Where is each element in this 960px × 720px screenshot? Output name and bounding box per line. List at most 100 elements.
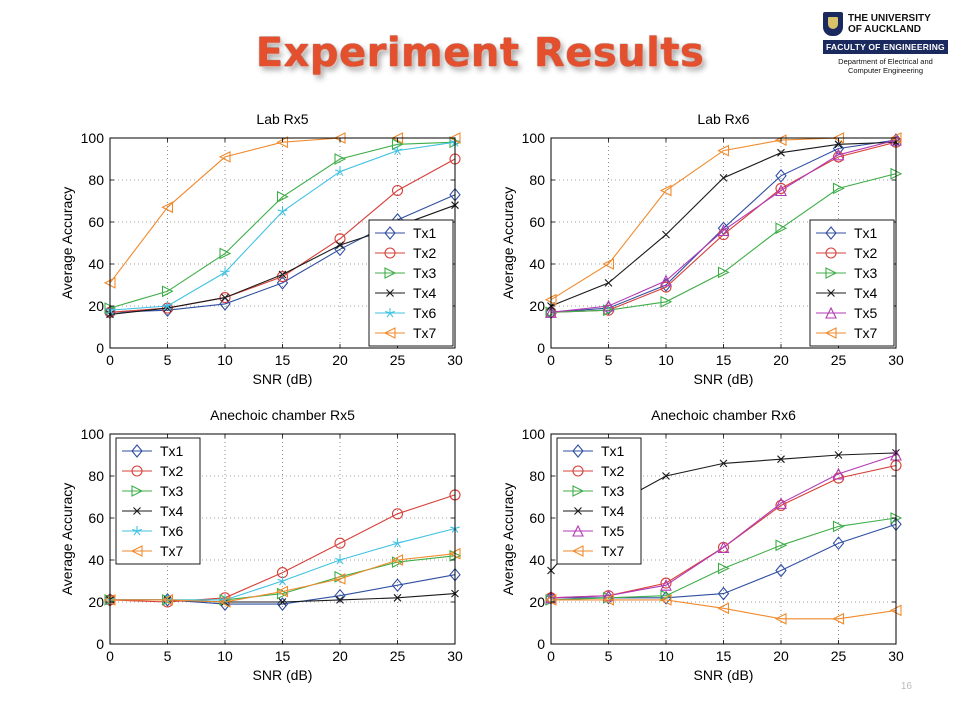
- legend-marker-tx2: [131, 465, 143, 477]
- data-point-tx2: [334, 233, 346, 245]
- data-point-tx4: [221, 293, 229, 302]
- series-tx5: [545, 448, 902, 604]
- legend-label-tx5: Tx5: [854, 305, 878, 321]
- legend-marker-tx3: [384, 267, 397, 279]
- legend-label-tx1: Tx1: [413, 225, 437, 241]
- data-point-tx4: [662, 230, 670, 239]
- data-point-tx7: [161, 201, 174, 214]
- logo-dept-line-1: Department of Electrical and: [838, 57, 933, 66]
- x-axis-label: SNR (dB): [694, 371, 754, 387]
- chart-title: Anechoic chamber Rx6: [651, 407, 796, 423]
- data-point-tx2: [775, 499, 787, 511]
- x-tick-label: 20: [773, 648, 789, 664]
- x-tick-label: 25: [831, 352, 847, 368]
- data-point-tx2: [219, 292, 231, 304]
- legend-label-tx3: Tx3: [160, 483, 184, 499]
- data-point-tx1: [391, 578, 404, 593]
- data-point-tx2: [660, 281, 672, 293]
- legend-marker-tx3: [825, 267, 838, 279]
- data-point-tx4: [719, 459, 728, 468]
- chart-title: Lab Rx5: [256, 111, 308, 127]
- x-tick-label: 30: [888, 352, 904, 368]
- legend-marker-tx3: [131, 485, 144, 497]
- x-tick-label: 0: [106, 352, 114, 368]
- data-point-tx4: [278, 598, 287, 606]
- data-point-tx2: [391, 184, 404, 197]
- data-point-tx7: [602, 594, 615, 606]
- legend-marker-tx4: [133, 507, 141, 515]
- data-point-tx4: [278, 270, 287, 279]
- data-point-tx4: [336, 241, 344, 249]
- data-point-tx6: [277, 206, 288, 216]
- data-point-tx4: [662, 472, 670, 480]
- data-point-tx7: [333, 573, 346, 585]
- x-tick-label: 5: [605, 648, 613, 664]
- legend-label-tx2: Tx2: [854, 245, 878, 261]
- data-point-tx3: [161, 285, 174, 298]
- logo-dept-line-2: Computer Engineering: [847, 66, 924, 75]
- y-axis-label: Average Accuracy: [59, 483, 75, 596]
- x-tick-label: 30: [888, 648, 904, 664]
- data-point-tx7: [774, 612, 787, 625]
- legend-box: [115, 437, 201, 565]
- data-point-tx7: [717, 144, 730, 157]
- series-tx5: [545, 133, 902, 318]
- data-point-tx4: [393, 593, 402, 602]
- data-point-tx7: [832, 612, 845, 625]
- series-line-tx5: [550, 139, 897, 313]
- data-point-tx1: [775, 168, 787, 183]
- data-point-tx5: [660, 274, 672, 287]
- x-tick-label: 10: [658, 352, 674, 368]
- series-line-tx7: [551, 599, 897, 620]
- y-tick-label: 100: [522, 426, 546, 442]
- x-tick-label: 20: [332, 352, 348, 368]
- y-tick-label: 80: [88, 172, 104, 188]
- y-tick-label: 80: [529, 468, 545, 484]
- data-point-tx4: [834, 451, 843, 459]
- data-point-tx5: [660, 578, 672, 591]
- legend-box: [809, 219, 895, 347]
- y-tick-label: 0: [537, 340, 545, 356]
- data-point-tx3: [775, 222, 788, 235]
- x-tick-label: 15: [275, 352, 291, 368]
- legend-label-tx4: Tx4: [854, 285, 878, 301]
- data-point-tx5: [775, 184, 787, 197]
- data-point-tx3: [775, 539, 788, 552]
- y-tick-label: 60: [529, 214, 545, 230]
- legend-marker-tx4: [574, 507, 582, 515]
- x-tick-label: 5: [164, 352, 172, 368]
- legend-marker-tx7: [383, 327, 396, 339]
- y-tick-label: 40: [88, 552, 104, 568]
- data-point-tx7: [276, 585, 289, 598]
- data-point-tx4: [719, 174, 728, 182]
- legend-marker-tx1: [572, 444, 584, 458]
- data-point-tx4: [777, 455, 785, 464]
- data-point-tx7: [602, 258, 615, 270]
- x-tick-label: 5: [605, 352, 613, 368]
- data-point-tx6: [392, 145, 403, 155]
- legend-label-tx2: Tx2: [413, 245, 437, 261]
- data-point-tx3: [276, 190, 289, 203]
- legend-label-tx4: Tx4: [160, 503, 184, 519]
- data-point-tx4: [336, 596, 344, 604]
- data-point-tx3: [717, 562, 730, 575]
- x-tick-label: 0: [106, 648, 114, 664]
- series-tx7: [544, 594, 902, 625]
- data-point-tx3: [660, 295, 673, 308]
- y-tick-label: 20: [529, 298, 545, 314]
- data-point-tx3: [660, 589, 673, 602]
- logo-line-2: OF AUCKLAND: [848, 24, 921, 35]
- legend: Tx1 Tx2 Tx3 Tx4 Tx6 Tx7: [368, 219, 454, 347]
- logo-line-1: THE UNIVERSITY: [848, 13, 931, 24]
- data-point-tx1: [334, 588, 346, 603]
- legend-label-tx7: Tx7: [601, 543, 625, 559]
- legend-marker-tx7: [824, 327, 837, 339]
- legend-marker-tx5: [572, 524, 584, 537]
- legend-marker-tx6: [385, 308, 395, 318]
- legend-marker-tx4: [386, 289, 394, 297]
- logo-dept: Department of Electrical and Computer En…: [823, 57, 948, 75]
- legend-label-tx7: Tx7: [160, 543, 184, 559]
- data-point-tx3: [334, 153, 347, 165]
- legend-label-tx3: Tx3: [601, 483, 625, 499]
- legend-label-tx1: Tx1: [160, 443, 184, 459]
